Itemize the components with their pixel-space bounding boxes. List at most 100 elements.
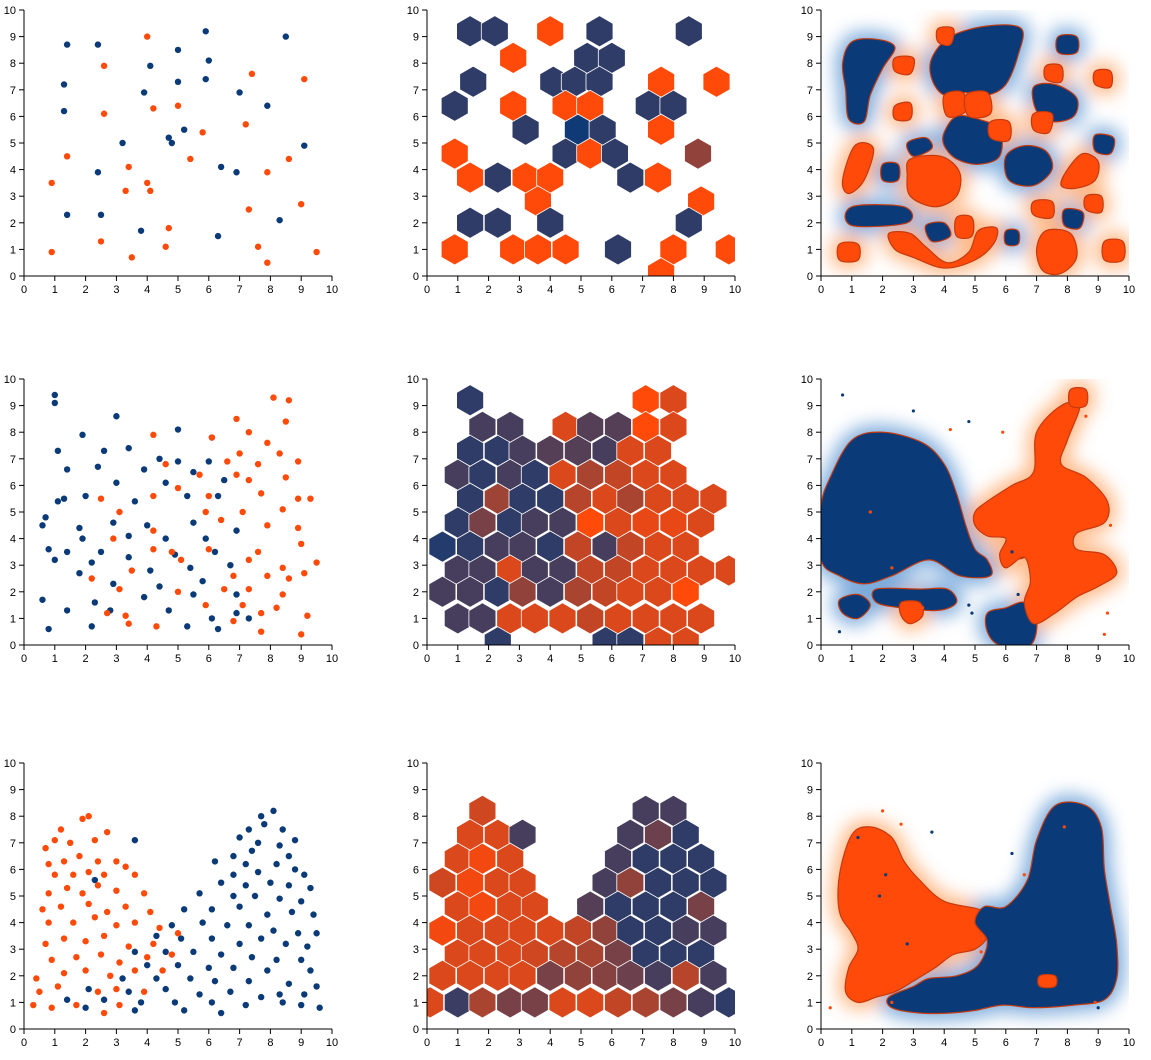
y-tick-label: 6	[807, 111, 813, 123]
data-point-blue	[233, 609, 240, 617]
data-point-orange	[1105, 611, 1110, 615]
data-point-blue	[877, 894, 882, 898]
hexbin-chart-row3: 0 1 2 3 4 5 6 7 8 9 10 0 1 2 3 4 5 6 7 8 9 10	[407, 758, 741, 1049]
data-point-blue	[208, 935, 216, 942]
contour-region-orange	[1035, 228, 1078, 276]
x-tick: 10	[326, 276, 338, 296]
data-point-blue	[254, 868, 262, 876]
data-point-blue	[125, 988, 132, 995]
x-tick: 6	[206, 645, 212, 665]
data-point-orange	[103, 609, 111, 617]
axes: 0 1 2 3 4 5 6 7 8 9 10 0 1 2 3 4 5 6 7 8 9 10	[4, 758, 338, 1049]
x-tick-label: 0	[21, 1037, 27, 1049]
data-point-blue	[140, 89, 148, 96]
x-tick: 2	[486, 276, 492, 296]
scatter-chart-row1: 0 1 2 3 4 5 6 7 8 9 10 0 1 2 3 4 5 6 7 8 9 10	[4, 5, 338, 296]
x-tick-label: 1	[52, 1037, 58, 1049]
x-tick: 8	[1064, 1029, 1070, 1049]
y-tick: 4	[807, 534, 821, 546]
x-tick-label: 9	[701, 284, 707, 296]
hex-bin	[616, 959, 645, 992]
data-point-orange	[88, 575, 95, 582]
y-tick: 8	[807, 427, 821, 439]
hex-bin	[647, 113, 676, 146]
contour-region-blue	[871, 587, 958, 612]
x-tick: 10	[729, 1029, 741, 1049]
data-point-orange	[57, 826, 65, 833]
x-tick-label: 9	[1095, 1037, 1101, 1049]
x-tick: 1	[52, 1029, 58, 1049]
x-tick-label: 4	[144, 653, 150, 665]
x-tick-label: 7	[237, 653, 243, 665]
data-point-blue	[100, 447, 108, 455]
data-point-blue	[97, 548, 105, 556]
y-tick-label: 10	[801, 758, 813, 770]
data-point-orange	[257, 609, 265, 617]
y-tick: 0	[807, 1024, 821, 1036]
y-tick-label: 9	[10, 32, 16, 44]
data-point-orange	[979, 950, 983, 954]
data-point-orange	[122, 187, 129, 195]
hex-bin	[647, 257, 676, 276]
data-point-orange	[116, 1001, 123, 1009]
data-point-blue	[162, 948, 169, 956]
y-tick: 6	[807, 480, 821, 492]
data-point-orange	[285, 397, 293, 404]
data-point-orange	[30, 1001, 37, 1009]
hex-bin	[699, 959, 728, 992]
data-point-blue	[63, 548, 71, 556]
x-tick-label: 0	[818, 1037, 824, 1049]
x-tick: 10	[326, 1029, 338, 1049]
axes: 0 1 2 3 4 5 6 7 8 9 10 0 1 2 3 4 5 6 7 8 9 10	[407, 374, 741, 665]
hex-bin	[563, 575, 592, 608]
x-tick: 5	[972, 276, 978, 296]
hex-bin	[456, 15, 484, 48]
x-tick: 6	[206, 276, 212, 296]
x-tick: 7	[237, 276, 243, 296]
data-point-orange	[113, 922, 120, 929]
y-tick: 3	[413, 560, 427, 572]
data-point-blue	[264, 102, 271, 109]
axes: 0 1 2 3 4 5 6 7 8 9 10 0 1 2 3 4 5 6 7 8 9 10	[4, 374, 338, 665]
x-tick-label: 6	[206, 1037, 212, 1049]
contour-region-orange	[987, 118, 1012, 143]
contour-region-orange	[892, 101, 913, 122]
data-point-blue	[245, 826, 253, 833]
data-point-blue	[174, 458, 182, 465]
data-point-orange	[79, 890, 86, 897]
data-point-orange	[122, 612, 129, 619]
x-tick: 3	[910, 645, 916, 665]
data-point-orange	[276, 450, 283, 457]
hex-bin	[499, 41, 528, 74]
x-tick-label: 3	[113, 653, 119, 665]
y-tick: 8	[807, 811, 821, 823]
y-tick-label: 2	[10, 971, 16, 983]
y-tick-label: 4	[807, 918, 813, 930]
hex-bin	[687, 506, 716, 539]
y-tick-label: 7	[807, 838, 813, 850]
y-tick: 10	[407, 5, 427, 17]
x-tick-label: 9	[701, 1037, 707, 1049]
data-point-blue	[42, 514, 49, 521]
y-tick-label: 7	[807, 85, 813, 97]
contour-panel-row1: 0 1 2 3 4 5 6 7 8 9 10 0 1 2 3 4 5 6 7 8 9 10	[797, 0, 1151, 300]
x-tick-label: 4	[547, 653, 553, 665]
data-point-orange	[279, 564, 286, 572]
data-point-orange	[921, 606, 925, 610]
y-tick: 3	[10, 560, 24, 572]
data-point-orange	[270, 394, 277, 401]
data-point-blue	[298, 1001, 305, 1009]
data-point-orange	[162, 460, 169, 468]
data-point-orange	[100, 1009, 108, 1017]
plot-area	[828, 795, 1125, 1021]
data-point-orange	[45, 919, 52, 926]
hex-bin	[563, 959, 592, 992]
y-tick: 7	[807, 838, 821, 850]
data-point-orange	[174, 484, 182, 492]
data-point-orange	[156, 924, 163, 932]
data-point-orange	[147, 908, 154, 916]
x-tick-label: 2	[880, 1037, 886, 1049]
y-tick-label: 3	[807, 944, 813, 956]
y-tick: 9	[413, 785, 427, 797]
